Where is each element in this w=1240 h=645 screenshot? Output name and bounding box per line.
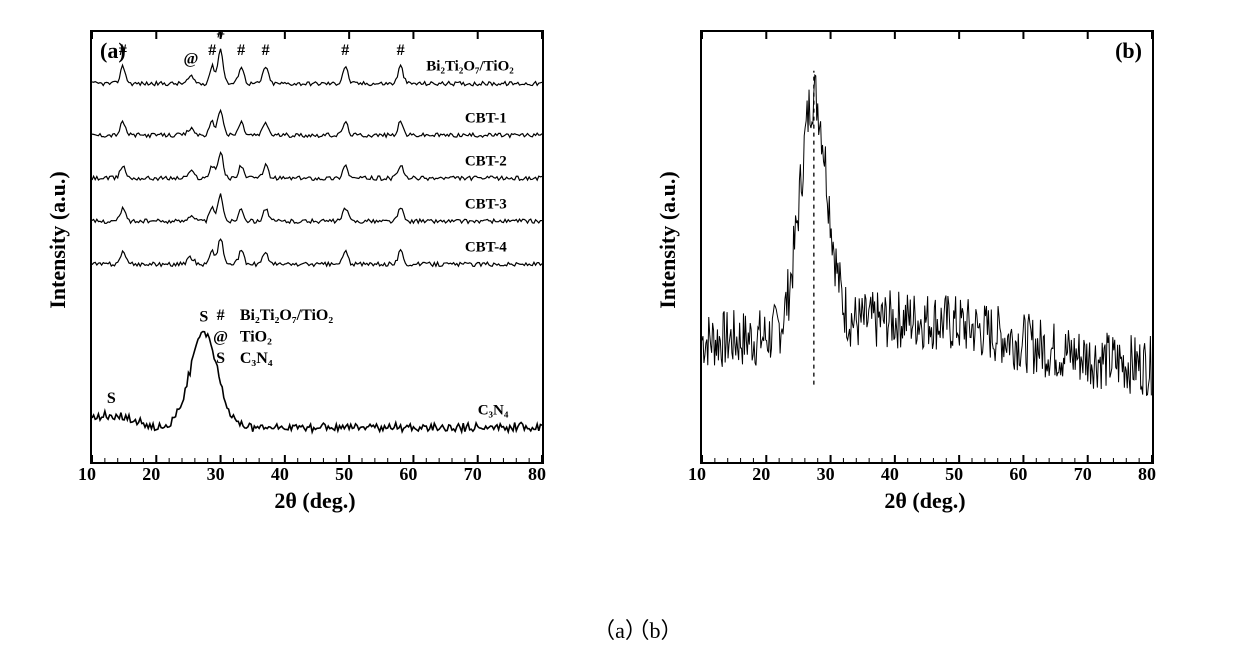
svg-text:Bi₂Ti₂O₇/TiO₂: Bi₂Ti₂O₇/TiO₂ [240,307,334,324]
panel-b-ylabel: Intensity (a.u.) [655,90,681,390]
svg-text:#: # [397,42,405,59]
panel-a-letter: (a) [100,38,126,64]
xtick-label: 40 [881,464,899,485]
panel-a-ylabel: Intensity (a.u.) [45,90,71,390]
xtick-label: 80 [528,464,546,485]
xtick-label: 50 [945,464,963,485]
svg-text:C₃N₄: C₃N₄ [240,350,273,367]
xtick-label: 40 [271,464,289,485]
xtick-label: 30 [817,464,835,485]
panel-a-plot: #######@SSBi₂Ti₂O₇/TiO₂CBT-1CBT-2CBT-3CB… [90,30,544,464]
xtick-label: 60 [1009,464,1027,485]
svg-text:Bi₂Ti₂O₇/TiO₂: Bi₂Ti₂O₇/TiO₂ [426,59,514,75]
svg-text:#: # [208,42,216,59]
xtick-label: 80 [1138,464,1156,485]
xtick-label: 70 [464,464,482,485]
panel-a-xlabel: 2θ (deg.) [90,488,540,514]
xtick-label: 20 [752,464,770,485]
svg-text:@: @ [213,329,228,346]
xtick-label: 20 [142,464,160,485]
sub-label-b: （b） [385,613,925,645]
svg-text:#: # [262,42,270,59]
svg-text:CBT-4: CBT-4 [465,239,507,255]
panel-b-xlabel: 2θ (deg.) [700,488,1150,514]
xtick-label: 60 [399,464,417,485]
svg-text:#: # [237,42,245,59]
svg-text:@: @ [184,50,199,67]
xtick-label: 10 [78,464,96,485]
panel-b-letter: (b) [1115,38,1142,64]
svg-text:S: S [199,308,208,325]
panel-a-svg: #######@SSBi₂Ti₂O₇/TiO₂CBT-1CBT-2CBT-3CB… [92,32,542,462]
svg-text:S: S [216,350,225,367]
panel-a: #######@SSBi₂Ti₂O₇/TiO₂CBT-1CBT-2CBT-3CB… [20,20,560,520]
svg-text:#: # [341,42,349,59]
xtick-label: 30 [207,464,225,485]
xtick-label: 50 [335,464,353,485]
svg-text:CBT-1: CBT-1 [465,110,507,126]
svg-text:S: S [107,390,116,407]
svg-text:TiO₂: TiO₂ [240,329,272,346]
svg-text:CBT-3: CBT-3 [465,196,507,212]
panel-b: (b) Intensity (a.u.) 2θ (deg.) 10 20 30 40 5… [630,20,1170,520]
xtick-label: 70 [1074,464,1092,485]
panel-b-svg [702,32,1152,462]
svg-text:#: # [217,32,225,42]
panel-b-plot: (b) [700,30,1154,464]
svg-text:#: # [217,307,225,324]
xtick-label: 10 [688,464,706,485]
svg-text:C₃N₄: C₃N₄ [478,403,509,419]
svg-text:CBT-2: CBT-2 [465,153,507,169]
